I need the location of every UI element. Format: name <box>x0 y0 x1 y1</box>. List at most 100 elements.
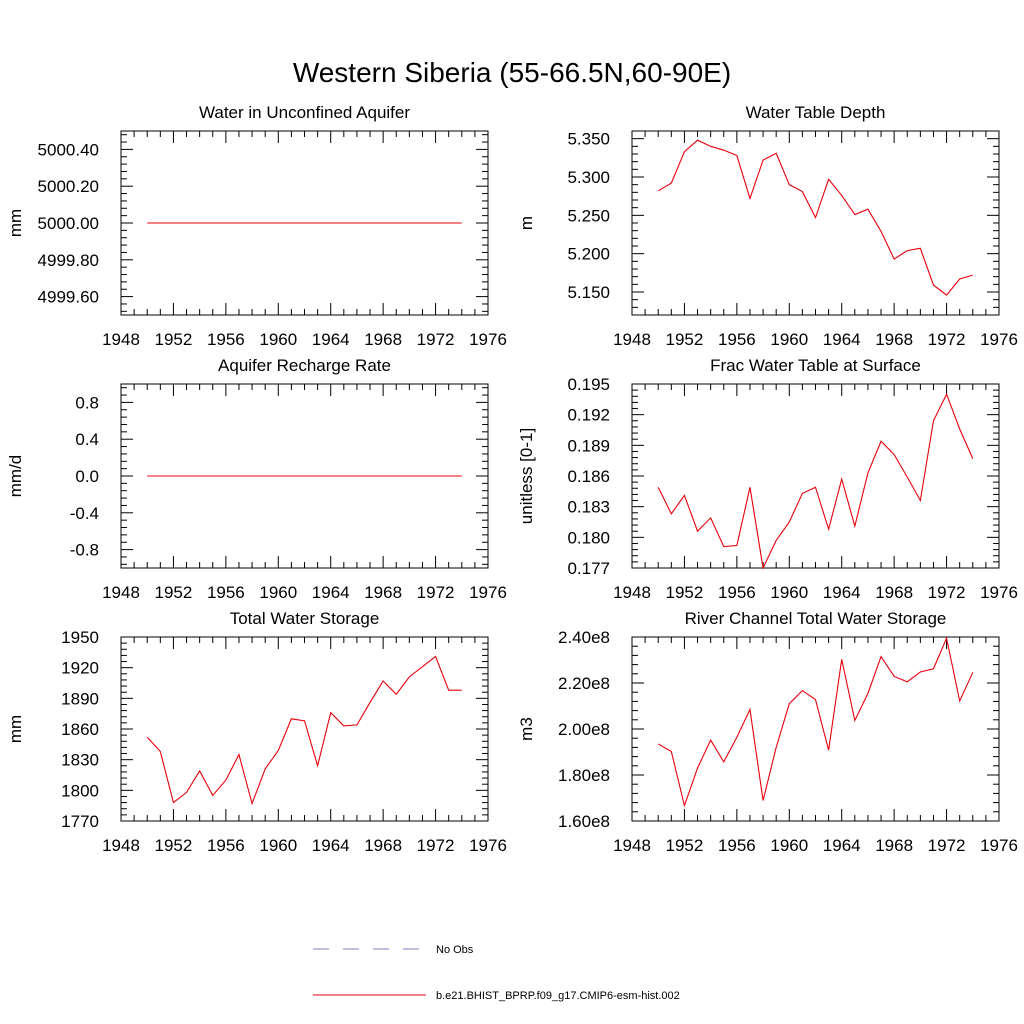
x-tick-label: 1972 <box>417 330 455 349</box>
x-tick-label: 1968 <box>364 583 402 602</box>
y-axis-label: m3 <box>517 717 536 741</box>
y-tick-label: 5000.00 <box>38 214 99 233</box>
y-tick-label: 5.150 <box>567 283 610 302</box>
y-axis-label: mm/d <box>6 455 25 498</box>
legend-label: b.e21.BHIST_BPRP.f09_g17.CMIP6-esm-hist.… <box>436 990 680 1002</box>
x-tick-label: 1948 <box>102 330 140 349</box>
x-tick-label: 1956 <box>718 583 756 602</box>
y-tick-label: 5.200 <box>567 245 610 264</box>
y-tick-label: 2.20e8 <box>558 674 610 693</box>
x-tick-label: 1960 <box>770 836 808 855</box>
x-tick-label: 1968 <box>875 836 913 855</box>
x-tick-label: 1964 <box>823 583 861 602</box>
x-tick-label: 1948 <box>613 836 651 855</box>
y-tick-label: 0.180 <box>567 528 610 547</box>
chart-panel-5: Total Water Storage mm 1948 1952 1956 1960 196… <box>6 609 507 855</box>
y-tick-label: 0.189 <box>567 436 610 455</box>
y-axis-label: m <box>517 216 536 230</box>
panel-title: Total Water Storage <box>230 609 380 628</box>
y-tick-label: 5.300 <box>567 168 610 187</box>
x-tick-label: 1972 <box>928 836 966 855</box>
y-tick-label: 0.186 <box>567 467 610 486</box>
y-tick-label: 1860 <box>61 720 99 739</box>
x-tick-label: 1952 <box>666 836 704 855</box>
x-tick-label: 1960 <box>259 330 297 349</box>
x-tick-label: 1952 <box>666 330 704 349</box>
legend-item-2: b.e21.BHIST_BPRP.f09_g17.CMIP6-esm-hist.… <box>313 990 680 1002</box>
y-tick-label: 1.80e8 <box>558 766 610 785</box>
x-tick-label: 1960 <box>259 583 297 602</box>
x-tick-label: 1956 <box>718 836 756 855</box>
y-tick-label: 2.40e8 <box>558 628 610 647</box>
x-tick-label: 1956 <box>207 836 245 855</box>
x-tick-label: 1972 <box>417 583 455 602</box>
y-tick-label: 0.0 <box>75 467 99 486</box>
y-tick-label: 5000.40 <box>38 140 99 159</box>
chart-panel-2: Water Table Depth m 1948 1952 1956 1960 1964 19… <box>517 103 1018 349</box>
x-tick-label: 1976 <box>980 583 1018 602</box>
series-line <box>657 139 973 296</box>
x-tick-label: 1960 <box>770 583 808 602</box>
y-axis-label: mm <box>6 209 25 237</box>
y-tick-label: 0.192 <box>567 406 610 425</box>
x-tick-label: 1956 <box>207 583 245 602</box>
x-tick-label: 1964 <box>312 583 350 602</box>
x-tick-label: 1968 <box>364 836 402 855</box>
y-tick-label: 4999.60 <box>38 288 99 307</box>
y-tick-label: 1830 <box>61 751 99 770</box>
x-tick-label: 1952 <box>666 583 704 602</box>
legend-label: No Obs <box>436 944 474 956</box>
y-tick-label: 1800 <box>61 781 99 800</box>
y-tick-label: -0.4 <box>70 504 99 523</box>
y-tick-label: 1950 <box>61 628 99 647</box>
panel-title: Water in Unconfined Aquifer <box>199 103 410 122</box>
x-tick-label: 1976 <box>980 836 1018 855</box>
series-line <box>146 655 462 806</box>
y-tick-label: 0.4 <box>75 430 99 449</box>
y-axis-label: unitless [0-1] <box>517 428 536 524</box>
x-tick-label: 1956 <box>207 330 245 349</box>
x-tick-label: 1976 <box>469 583 507 602</box>
panels: Water in Unconfined Aquifer mm 1948 1952 195… <box>6 103 1018 855</box>
x-tick-label: 1976 <box>980 330 1018 349</box>
series-line <box>657 392 974 570</box>
chart-panel-1: Water in Unconfined Aquifer mm 1948 1952 195… <box>6 103 507 349</box>
series-line <box>657 636 974 808</box>
y-tick-label: 1890 <box>61 689 99 708</box>
y-tick-label: 2.00e8 <box>558 720 610 739</box>
x-tick-label: 1972 <box>928 330 966 349</box>
x-tick-label: 1968 <box>875 583 913 602</box>
x-tick-label: 1976 <box>469 836 507 855</box>
panel-title: Aquifer Recharge Rate <box>218 356 391 375</box>
plot-frame <box>120 636 489 822</box>
x-tick-label: 1968 <box>875 330 913 349</box>
legend: No Obs b.e21.BHIST_BPRP.f09_g17.CMIP6-esm… <box>313 944 680 1002</box>
x-tick-label: 1948 <box>102 583 140 602</box>
x-tick-label: 1952 <box>155 583 193 602</box>
y-tick-label: 1770 <box>61 812 99 831</box>
x-tick-label: 1972 <box>928 583 966 602</box>
y-tick-label: 5000.20 <box>38 177 99 196</box>
figure-title: Western Siberia (55-66.5N,60-90E) <box>293 57 731 88</box>
x-tick-label: 1964 <box>823 836 861 855</box>
x-tick-label: 1960 <box>259 836 297 855</box>
y-tick-label: 1.60e8 <box>558 812 610 831</box>
legend-item-1: No Obs <box>313 944 474 956</box>
x-tick-label: 1952 <box>155 330 193 349</box>
x-tick-label: 1948 <box>613 330 651 349</box>
y-axis-label: mm <box>6 715 25 743</box>
plot-frame <box>631 636 1000 822</box>
x-tick-label: 1976 <box>469 330 507 349</box>
y-tick-label: 1920 <box>61 659 99 678</box>
x-tick-label: 1972 <box>417 836 455 855</box>
x-tick-label: 1964 <box>312 330 350 349</box>
y-tick-label: 4999.80 <box>38 251 99 270</box>
y-tick-label: 0.8 <box>75 393 99 412</box>
panel-title: River Channel Total Water Storage <box>685 609 947 628</box>
x-tick-label: 1964 <box>823 330 861 349</box>
y-tick-label: 0.195 <box>567 375 610 394</box>
chart-panel-4: Frac Water Table at Surface unitless [0-1… <box>517 356 1018 602</box>
y-tick-label: 0.177 <box>567 559 610 578</box>
x-tick-label: 1964 <box>312 836 350 855</box>
x-tick-label: 1956 <box>718 330 756 349</box>
